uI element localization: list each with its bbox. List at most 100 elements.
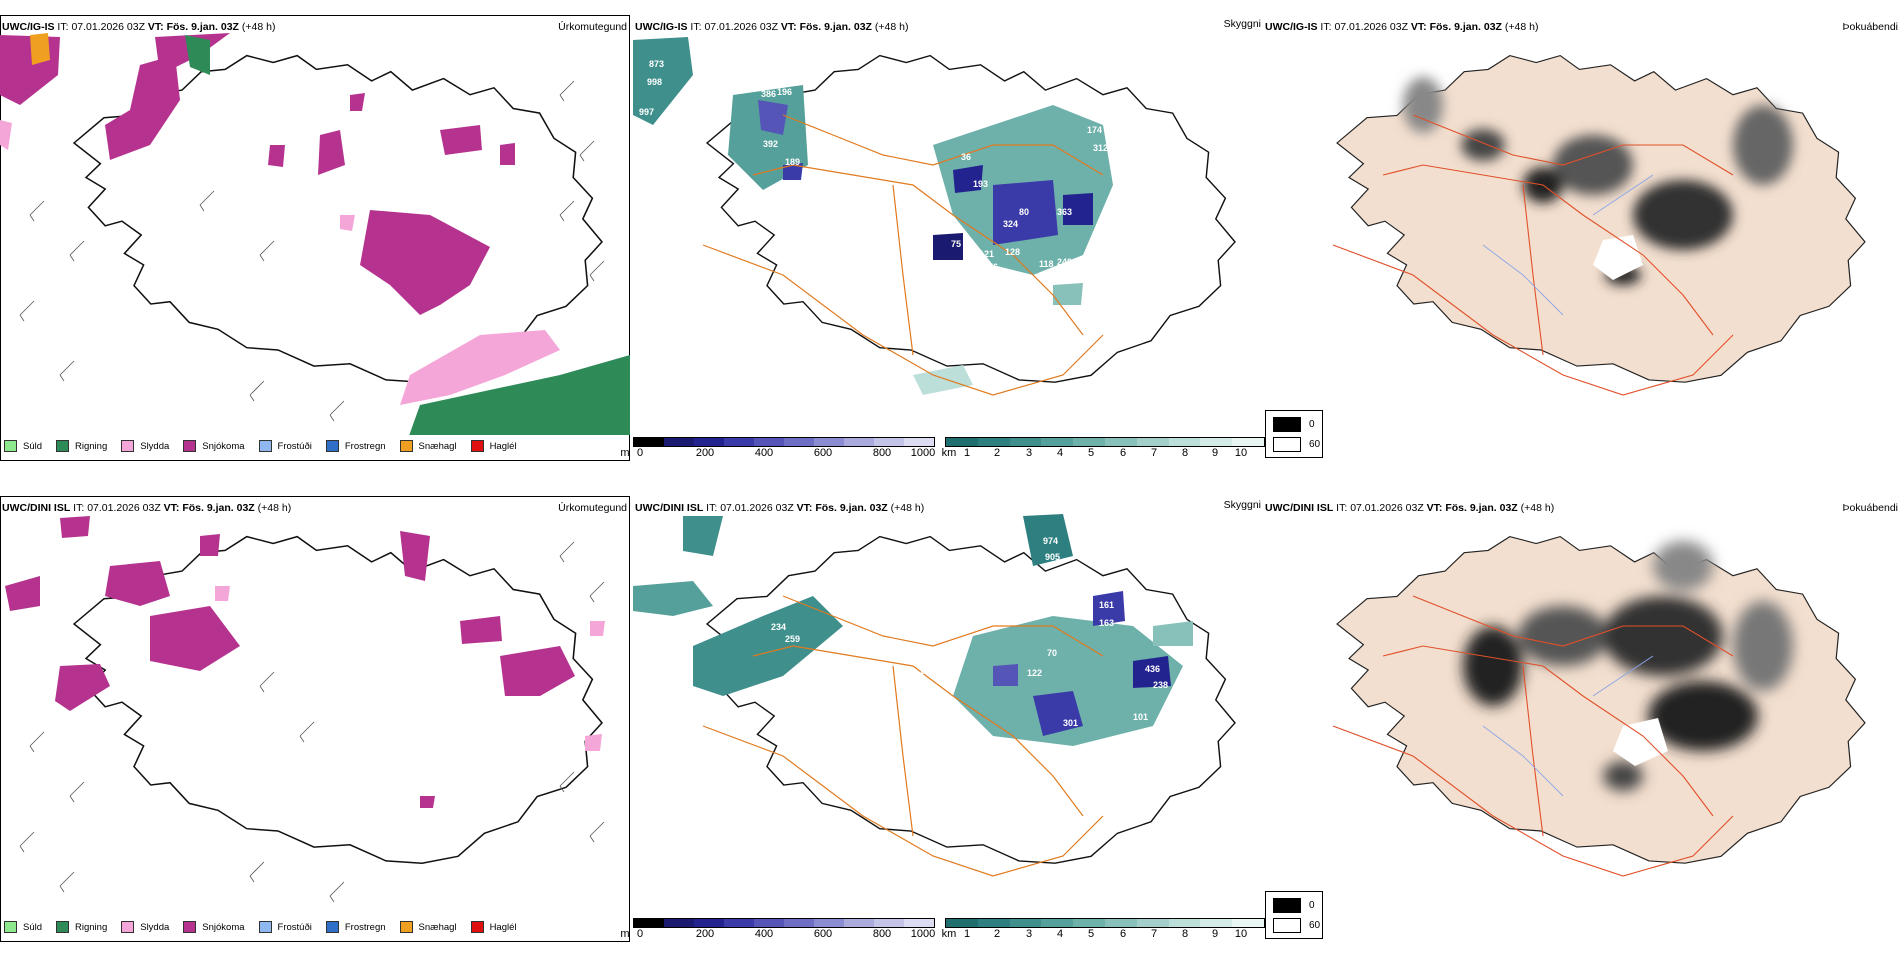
svg-text:36: 36 [961,152,971,162]
scale-segment [724,919,754,927]
scale-segment [664,438,694,446]
legend-item: Frostúði [258,440,312,452]
scale-segment [784,438,814,446]
legend-item: Súld [4,440,42,452]
legend-item: Frostregn [325,440,386,452]
scale-segment [814,438,844,446]
precip-legend: Súld Rigning Slydda Snjókoma Frostúði Fr… [4,437,531,455]
scale-segment [977,438,1010,446]
scale-segment [784,919,814,927]
road-network [1332,595,1734,877]
visibility-m-scale: m 0 200 400 600 800 1000 [620,918,935,948]
fog-shading [1463,541,1793,791]
legend-item: Slydda [121,440,169,452]
svg-text:75: 75 [951,239,961,249]
panel-title: UWC/DINI ISL IT: 07.01.2026 03Z VT: Fös.… [635,502,925,514]
svg-text:176: 176 [983,262,998,272]
scale-segment [1009,919,1042,927]
scale-segment [1232,919,1264,927]
visibility-map: 873 998 997 386 196 874 392 189 36 75 19… [633,37,1236,396]
svg-text:122: 122 [1027,668,1042,678]
panel-title: UWC/IG-IS IT: 07.01.2026 03Z VT: Fös. 9.… [1265,21,1539,33]
panel-title: UWC/DINI ISL IT: 07.01.2026 03Z VT: Fös.… [1265,502,1555,514]
svg-text:386: 386 [761,89,776,99]
scale-segment [724,438,754,446]
fog-scale-legend: 0 60 [1265,891,1323,939]
legend-item: Snæhagl [399,921,457,933]
svg-text:80: 80 [1019,207,1029,217]
scale-segment [844,919,874,927]
scale-segment [634,919,664,927]
panel-title: UWC/DINI ISL IT: 07.01.2026 03Z VT: Fös.… [2,502,292,514]
svg-text:998: 998 [647,77,662,87]
svg-text:392: 392 [763,139,778,149]
svg-text:240: 240 [1057,257,1072,267]
svg-text:259: 259 [785,634,800,644]
svg-text:174: 174 [1087,125,1102,135]
forecast-row-1: UWC/IG-IS IT: 07.01.2026 03Z VT: Fös. 9.… [0,15,1900,485]
scale-segment [1104,438,1137,446]
scale-segment [754,919,784,927]
scale-segment [1200,919,1233,927]
visibility-km-scale: km 1 2 3 4 5 6 7 8 9 10 [942,918,1265,948]
panel-type-label: Skyggni [1223,499,1261,511]
scale-segment [844,438,874,446]
svg-text:874: 874 [803,79,818,89]
scale-segment [814,919,844,927]
fog-scale-legend: 0 60 [1265,410,1323,458]
scale-segment [754,438,784,446]
precip-map [0,33,630,435]
panel-type-label: Skyggni [1223,18,1261,30]
precip-legend: Súld Rigning Slydda Snjókoma Frostúði Fr… [4,918,531,936]
precip-type-panel: UWC/IG-IS IT: 07.01.2026 03Z VT: Fös. 9.… [0,15,632,470]
legend-item: Snjókoma [183,440,245,452]
svg-text:163: 163 [1099,618,1114,628]
fog-shading [1403,77,1793,285]
legend-item: Súld [4,921,42,933]
forecast-row-2: UWC/DINI ISL IT: 07.01.2026 03Z VT: Fös.… [0,496,1900,966]
svg-text:196: 196 [777,87,792,97]
road-network [702,595,1104,877]
scale-segment [1136,438,1169,446]
scale-segment [946,919,978,927]
map-frame [0,15,630,461]
scale-segment [694,438,724,446]
svg-text:101: 101 [1133,712,1148,722]
svg-text:136: 136 [919,666,934,676]
legend-item: Haglél [470,921,517,933]
fog-map [1332,54,1866,396]
svg-text:905: 905 [1045,552,1060,562]
svg-text:234: 234 [771,622,786,632]
fog-map [1332,535,1866,877]
panel-type-label: Þokuábendi [1842,21,1898,33]
snow-areas [5,516,605,808]
svg-text:301: 301 [1063,718,1078,728]
fog-panel: UWC/DINI ISL IT: 07.01.2026 03Z VT: Fös.… [1263,496,1900,951]
snow-areas [0,33,630,435]
svg-text:118: 118 [1039,259,1054,269]
panel-type-label: Úrkomutegund [558,21,627,33]
svg-text:70: 70 [1047,648,1057,658]
scale-segment [874,919,904,927]
legend-item: Rigning [56,440,107,452]
svg-text:997: 997 [639,107,654,117]
scale-segment [1168,438,1201,446]
legend-item: Frostúði [258,921,312,933]
scale-segment [1041,919,1074,927]
svg-text:312: 312 [1093,143,1108,153]
scale-segment [634,438,664,446]
svg-text:128: 128 [1005,247,1020,257]
map-frame [0,496,630,942]
svg-text:121: 121 [979,249,994,259]
visibility-panel: UWC/IG-IS IT: 07.01.2026 03Z VT: Fös. 9.… [633,15,1263,470]
svg-text:436: 436 [1145,664,1160,674]
svg-text:873: 873 [649,59,664,69]
low-vis-km [633,514,1193,746]
scale-segment [1073,438,1105,446]
scale-segment [1168,919,1201,927]
svg-text:324: 324 [1003,219,1018,229]
legend-item: Slydda [121,921,169,933]
svg-text:193: 193 [973,179,988,189]
svg-text:238: 238 [1153,680,1168,690]
scale-segment [977,919,1010,927]
